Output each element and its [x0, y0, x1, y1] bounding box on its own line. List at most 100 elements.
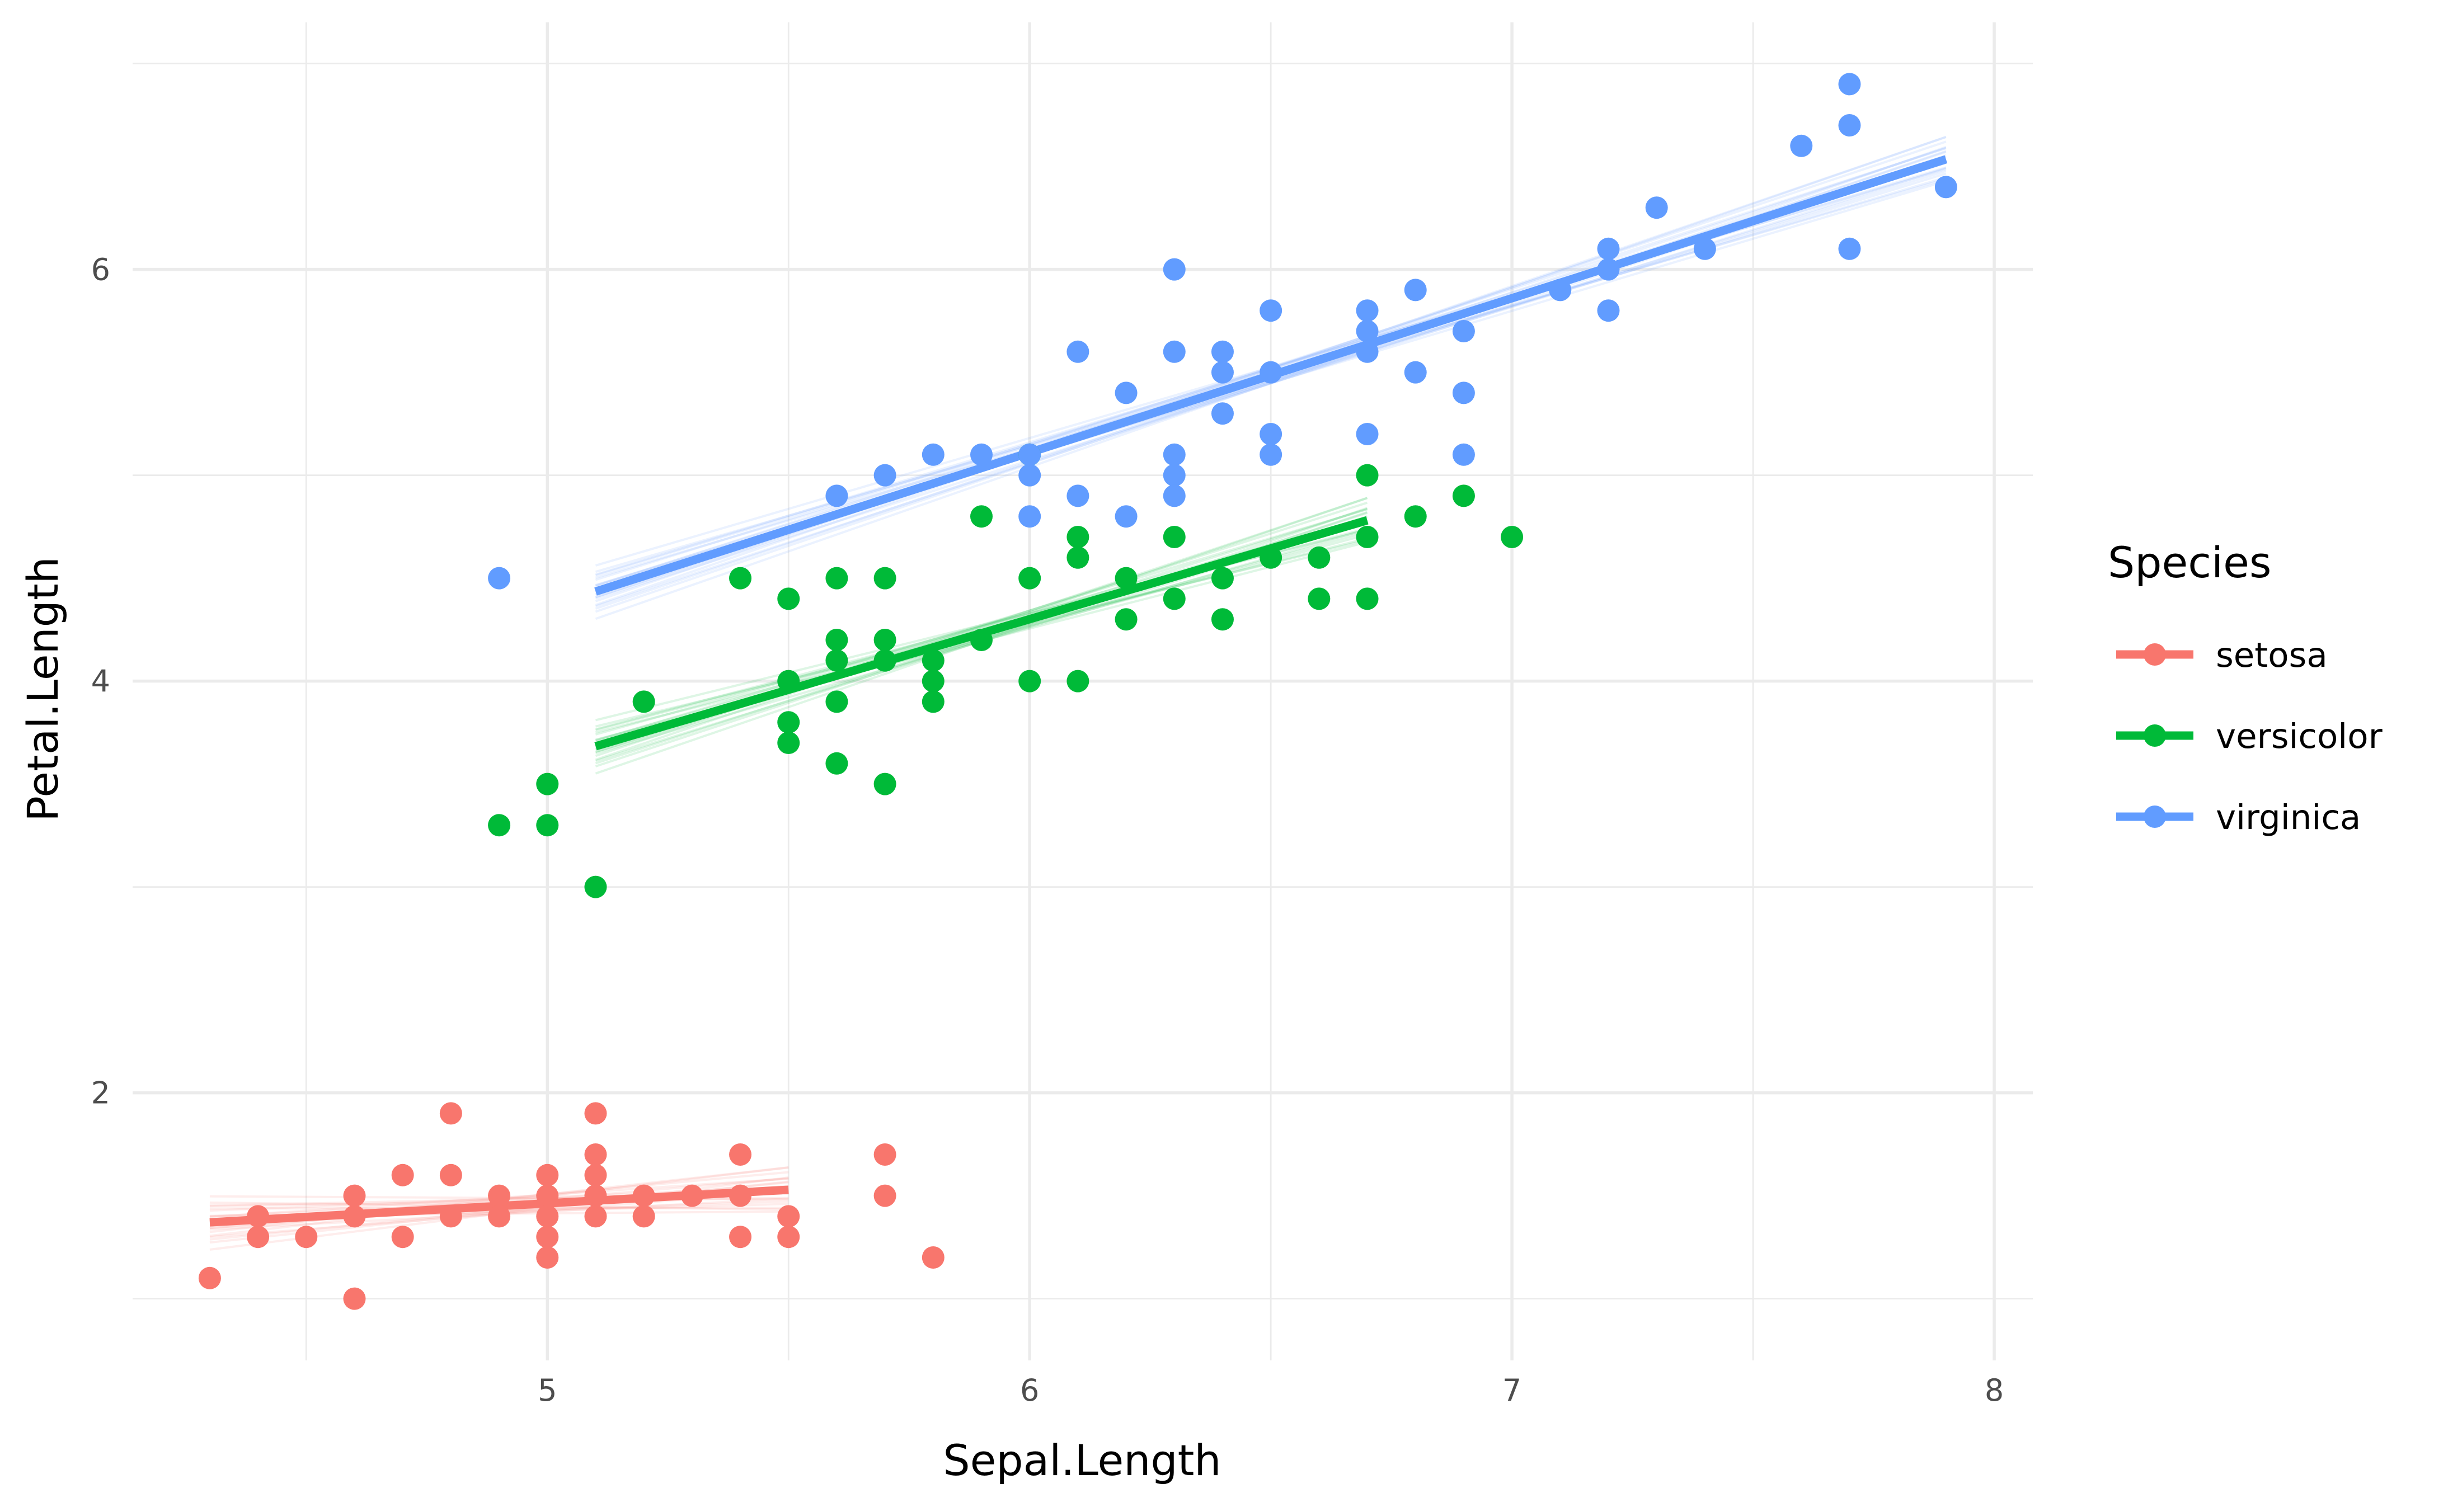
point-setosa: [536, 1185, 558, 1207]
point-virginica: [1115, 381, 1138, 404]
legend-key-point: [2144, 643, 2166, 666]
point-setosa: [922, 1246, 945, 1269]
point-versicolor: [825, 629, 848, 651]
point-versicolor: [488, 814, 510, 836]
point-versicolor: [970, 505, 993, 527]
point-virginica: [1260, 361, 1282, 384]
point-virginica: [1260, 444, 1282, 466]
point-virginica: [1838, 238, 1860, 260]
fit-bands: [210, 137, 1946, 1250]
point-setosa: [343, 1185, 365, 1207]
point-versicolor: [1308, 547, 1330, 569]
point-setosa: [633, 1185, 655, 1207]
y-tick-label: 2: [91, 1076, 110, 1111]
point-versicolor: [1163, 587, 1186, 610]
point-setosa: [343, 1288, 365, 1310]
point-setosa: [729, 1185, 751, 1207]
point-virginica: [1453, 320, 1475, 342]
point-versicolor: [1163, 526, 1186, 548]
point-setosa: [536, 1246, 558, 1269]
point-virginica: [874, 464, 896, 487]
point-versicolor: [825, 649, 848, 672]
point-versicolor: [1356, 526, 1379, 548]
point-versicolor: [584, 876, 607, 898]
y-tick-label: 6: [91, 252, 110, 288]
legend-label: versicolor: [2216, 717, 2383, 756]
point-versicolor: [536, 773, 558, 795]
point-setosa: [440, 1205, 462, 1227]
point-setosa: [777, 1205, 800, 1227]
legend-keys: setosa versicolor virginica: [2116, 635, 2383, 837]
plot-panel: [133, 22, 2033, 1360]
point-setosa: [440, 1164, 462, 1186]
data-points: [199, 73, 1957, 1310]
point-versicolor: [922, 649, 945, 672]
point-versicolor: [1018, 567, 1041, 590]
point-virginica: [1211, 361, 1234, 384]
point-versicolor: [1356, 587, 1379, 610]
point-virginica: [1356, 320, 1379, 342]
point-versicolor: [874, 773, 896, 795]
legend: Species setosa versicolor virginica: [2108, 538, 2383, 837]
point-virginica: [922, 444, 945, 466]
point-setosa: [488, 1185, 510, 1207]
point-virginica: [1066, 484, 1089, 507]
x-tick-label: 6: [1020, 1373, 1039, 1408]
point-virginica: [1211, 341, 1234, 363]
point-versicolor: [1211, 608, 1234, 630]
y-axis-title: Petal.Length: [18, 557, 68, 822]
point-virginica: [1211, 402, 1234, 425]
point-virginica: [1163, 484, 1186, 507]
point-versicolor: [1018, 670, 1041, 693]
point-setosa: [874, 1143, 896, 1166]
point-setosa: [729, 1226, 751, 1248]
point-versicolor: [1066, 547, 1089, 569]
point-setosa: [247, 1226, 269, 1248]
point-virginica: [1597, 299, 1620, 322]
point-versicolor: [1115, 608, 1138, 630]
point-virginica: [1453, 444, 1475, 466]
x-axis-title: Sepal.Length: [943, 1435, 1221, 1485]
point-virginica: [825, 484, 848, 507]
legend-label: virginica: [2216, 798, 2361, 837]
point-virginica: [1066, 341, 1089, 363]
point-setosa: [536, 1164, 558, 1186]
point-virginica: [1838, 73, 1860, 95]
legend-item-virginica: virginica: [2116, 798, 2361, 837]
point-virginica: [1453, 381, 1475, 404]
point-virginica: [1018, 505, 1041, 527]
legend-label: setosa: [2216, 635, 2328, 675]
point-versicolor: [536, 814, 558, 836]
point-setosa: [488, 1205, 510, 1227]
point-virginica: [1163, 341, 1186, 363]
point-virginica: [1356, 423, 1379, 445]
point-virginica: [1260, 299, 1282, 322]
point-setosa: [247, 1205, 269, 1227]
point-setosa: [584, 1164, 607, 1186]
point-versicolor: [825, 567, 848, 590]
y-axis-ticks: 2 4 6: [91, 252, 110, 1111]
point-versicolor: [874, 567, 896, 590]
point-setosa: [536, 1205, 558, 1227]
point-versicolor: [1115, 567, 1138, 590]
x-tick-label: 8: [1985, 1373, 2004, 1408]
point-setosa: [343, 1205, 365, 1227]
point-versicolor: [1356, 464, 1379, 487]
point-setosa: [392, 1226, 414, 1248]
y-tick-label: 4: [91, 664, 110, 699]
point-virginica: [488, 567, 510, 590]
point-virginica: [1790, 135, 1812, 157]
x-axis-ticks: 5 6 7 8: [538, 1373, 2004, 1408]
point-virginica: [1404, 279, 1427, 301]
point-virginica: [1356, 299, 1379, 322]
point-versicolor: [825, 690, 848, 713]
legend-key-point: [2144, 806, 2166, 828]
legend-item-setosa: setosa: [2116, 635, 2328, 675]
point-setosa: [681, 1185, 703, 1207]
point-versicolor: [874, 629, 896, 651]
point-setosa: [584, 1205, 607, 1227]
point-setosa: [633, 1205, 655, 1227]
point-virginica: [970, 444, 993, 466]
point-versicolor: [729, 567, 751, 590]
